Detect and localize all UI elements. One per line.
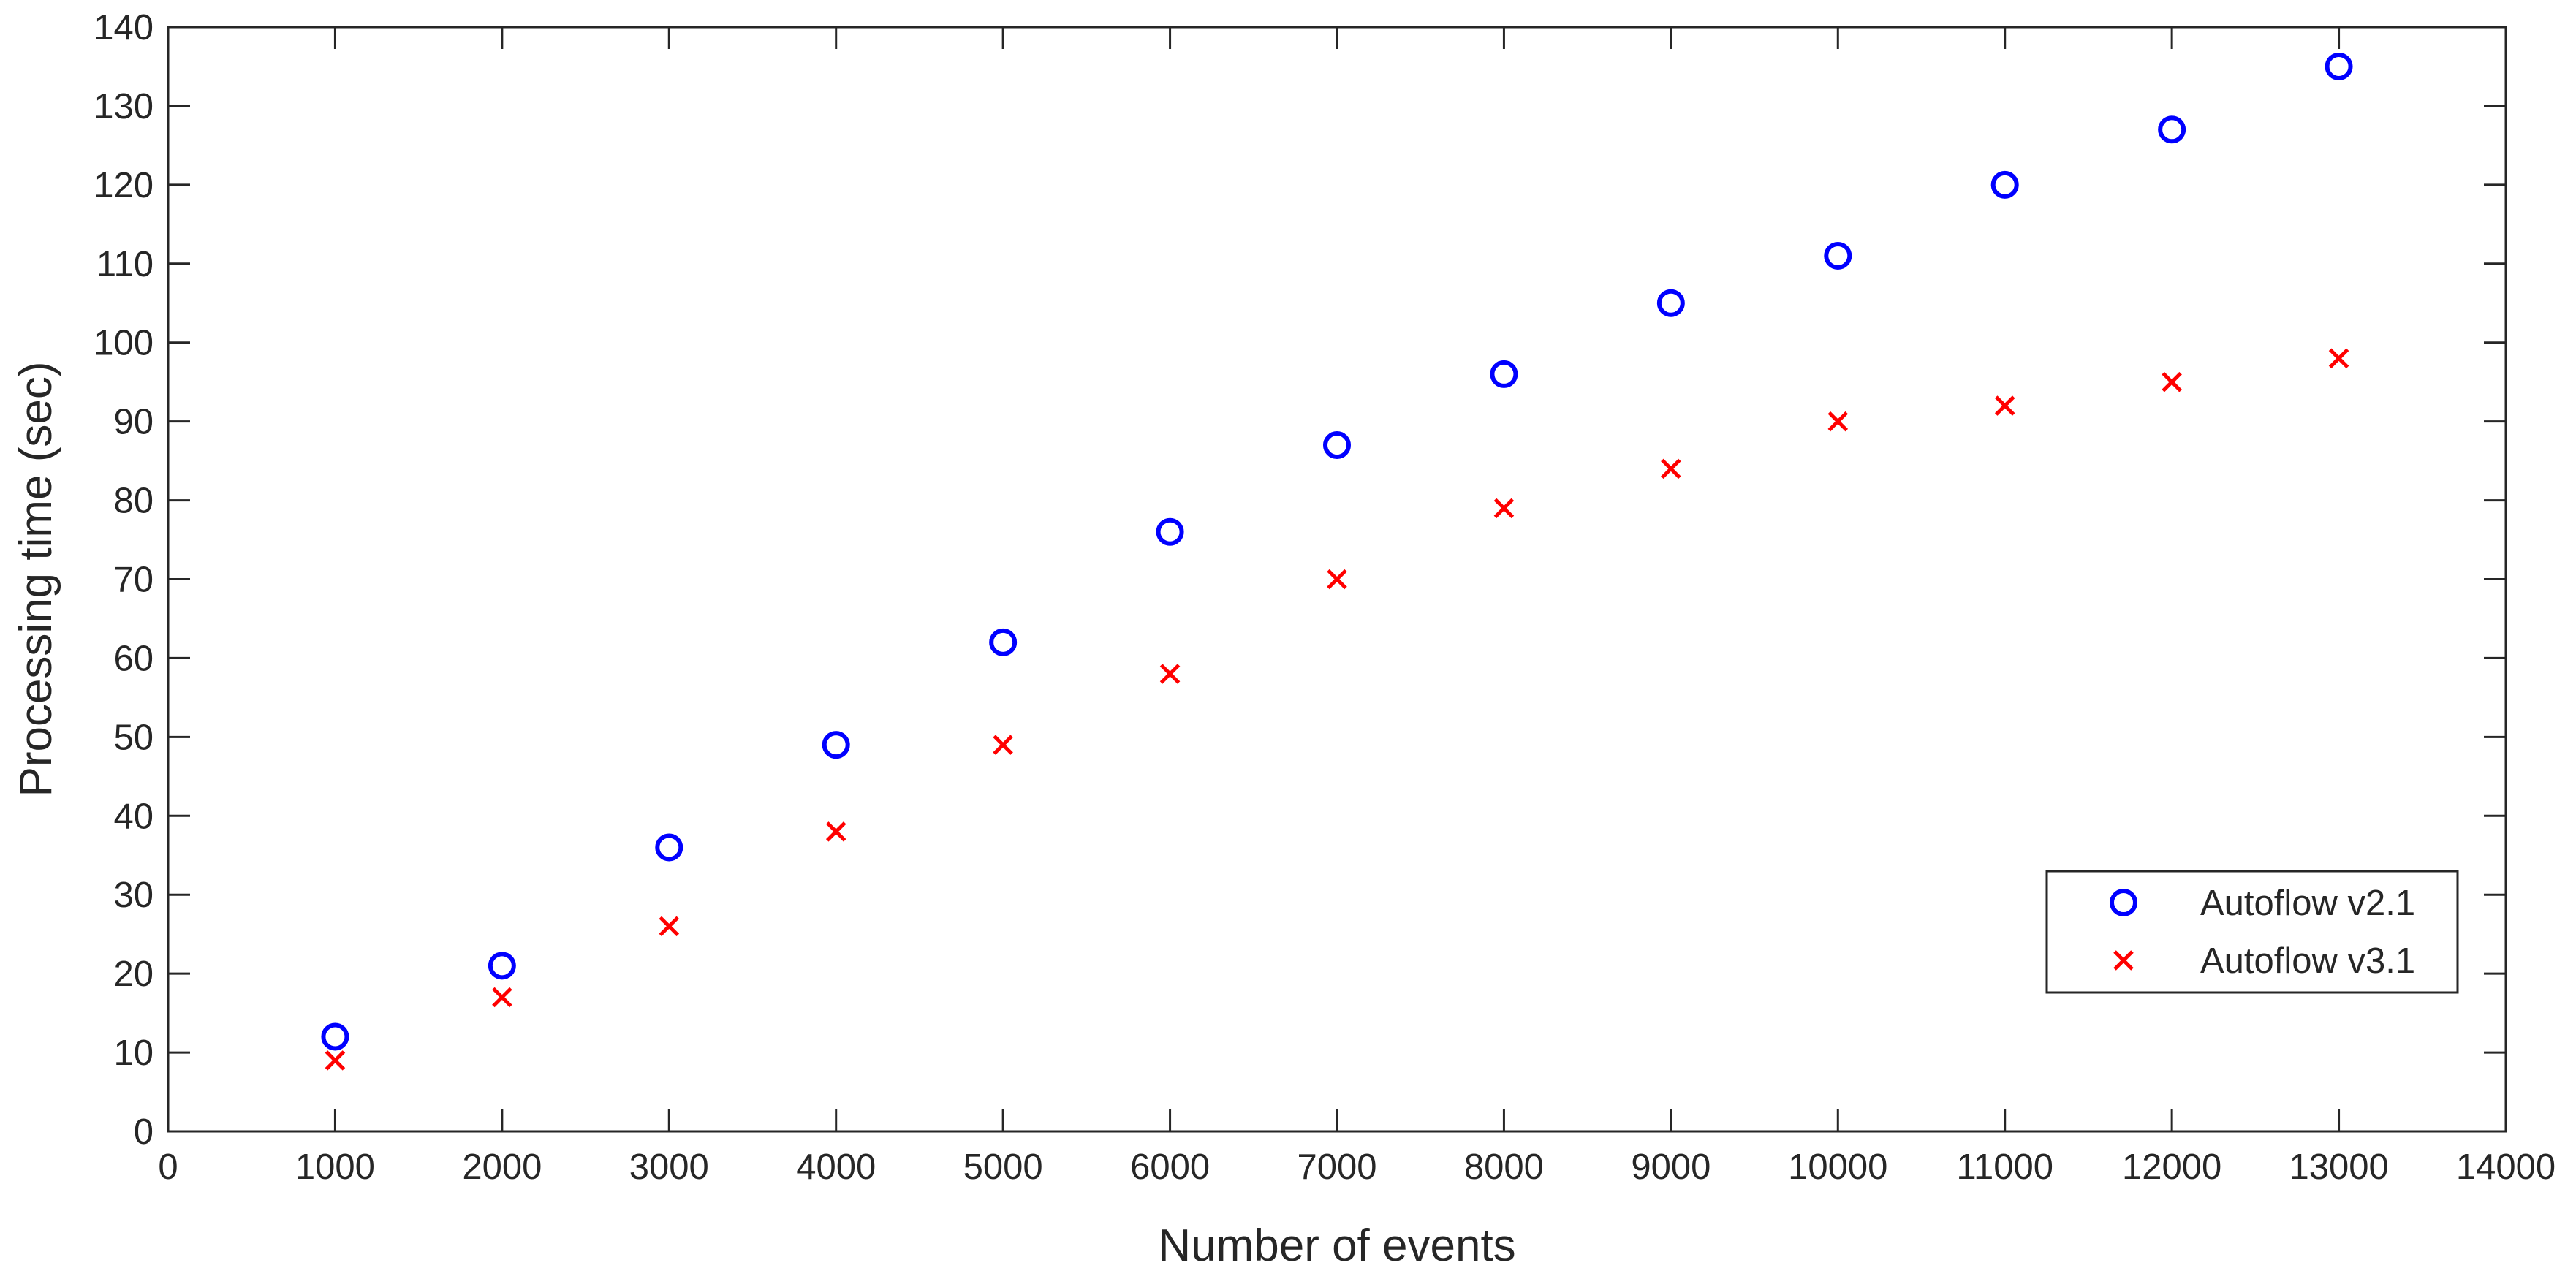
y-tick-label: 20 [113,954,154,994]
data-point-v21 [2158,115,2186,144]
y-tick-label: 80 [113,482,154,521]
data-point-v31 [993,735,1013,755]
y-tick-label: 120 [94,166,154,205]
x-tick-label: 14000 [2456,1147,2556,1187]
x-stroke [1827,411,1849,432]
y-tick-label: 100 [94,324,154,363]
y-tick-label: 140 [94,8,154,48]
x-stroke [2162,371,2182,392]
x-tick-label: 13000 [2289,1147,2388,1187]
legend-label-v21: Autoflow v2.1 [2200,884,2415,923]
x-tick-label: 3000 [629,1147,709,1187]
x-tick-label: 10000 [1788,1147,1887,1187]
x-stroke [325,1050,346,1071]
x-tick-label: 8000 [1464,1147,1544,1187]
data-points [321,52,2353,1071]
data-point-v31 [492,987,512,1008]
legend-circle [2110,889,2137,916]
axis-ticks [167,26,2507,1133]
x-tick-label: 4000 [796,1147,876,1187]
x-tick-label: 11000 [1956,1147,2053,1187]
x-stroke [1661,458,1681,479]
y-tick-label: 40 [113,797,154,836]
y-tick-label: 130 [94,87,154,126]
data-point-v21 [488,952,516,980]
x-stroke [2113,950,2134,971]
y-tick-label: 70 [113,561,154,600]
x-tick-label: 7000 [1297,1147,1376,1187]
data-point-v31 [1327,569,1347,590]
legend-marker-x [2113,950,2134,971]
y-tick-label: 110 [96,245,154,284]
data-point-v31 [1159,664,1181,684]
x-stroke [2328,348,2349,369]
x-stroke [1327,569,1347,590]
x-tick-label: 12000 [2122,1147,2221,1187]
data-point-v31 [1827,411,1849,432]
data-point-v31 [825,821,846,842]
y-tick-label: 90 [113,403,154,442]
x-stroke [825,821,846,842]
legend-box [2045,870,2459,994]
data-point-v31 [2162,371,2182,392]
x-stroke [492,987,512,1008]
y-axis-label: Processing time (sec) [11,361,61,797]
legend-label-v31: Autoflow v3.1 [2200,941,2415,981]
data-point-v21 [1323,431,1351,460]
x-stroke [1159,664,1181,684]
x-tick-label: 0 [158,1147,178,1187]
data-point-v21 [321,1022,349,1051]
x-stroke [1493,498,1515,519]
y-tick-label: 30 [113,876,154,915]
y-tick-label: 0 [134,1112,154,1152]
x-stroke [993,735,1013,755]
y-tick-label: 50 [113,718,154,757]
x-tick-label: 2000 [462,1147,542,1187]
data-point-v31 [2328,348,2349,369]
x-stroke [659,916,680,937]
data-point-v21 [655,833,683,862]
data-point-v21 [822,731,850,759]
data-point-v31 [1994,395,2015,416]
x-tick-label: 9000 [1631,1147,1711,1187]
data-point-v31 [1661,458,1681,479]
data-point-v21 [1824,241,1852,270]
x-tick-labels: 0 1000 2000 3000 4000 5000 6000 7000 8000 9000 100… [158,1147,2556,1187]
x-axis-label: Number of events [1158,1221,1515,1271]
x-tick-label: 1000 [295,1147,375,1187]
data-point-v21 [1490,360,1518,388]
y-tick-label: 10 [113,1033,154,1073]
legend-x [2113,950,2134,971]
x-stroke [1994,395,2015,416]
data-point-v21 [1656,289,1685,317]
data-point-v21 [989,628,1018,656]
x-tick-label: 5000 [963,1147,1043,1187]
data-point-v31 [1493,498,1515,519]
data-point-v21 [1156,517,1184,546]
data-point-v31 [659,916,680,937]
legend-marker-circle [2110,889,2137,916]
data-point-v31 [325,1050,346,1071]
data-point-v21 [1990,170,2019,199]
y-tick-labels: 0 10 20 30 40 50 60 70 80 90 100 110 120 130 140 [94,8,154,1152]
legend: Autoflow v2.1 Autoflow v3.1 [2045,870,2459,994]
data-point-v21 [2325,52,2353,80]
x-tick-label: 6000 [1130,1147,1210,1187]
y-tick-label: 60 [113,639,154,678]
